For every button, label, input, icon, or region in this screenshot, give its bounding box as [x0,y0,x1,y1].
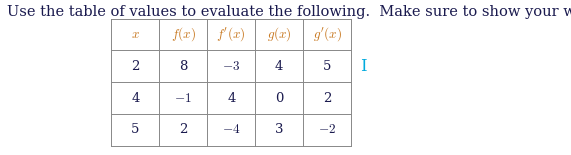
Text: 4: 4 [227,92,235,104]
Text: $g'(x)$: $g'(x)$ [313,26,341,43]
Text: Use the table of values to evaluate the following.  Make sure to show your work: Use the table of values to evaluate the … [7,5,571,19]
Text: I: I [360,58,367,75]
Text: 4: 4 [275,60,283,73]
Text: 8: 8 [179,60,187,73]
Text: 5: 5 [131,123,139,136]
Text: $f'(x)$: $f'(x)$ [216,26,246,43]
Text: 2: 2 [131,60,139,73]
Text: 2: 2 [323,92,331,104]
Text: $-4$: $-4$ [222,123,240,136]
Text: 5: 5 [323,60,331,73]
Text: 3: 3 [275,123,283,136]
Text: 0: 0 [275,92,283,104]
Text: $-1$: $-1$ [174,92,192,104]
Text: $-3$: $-3$ [222,60,240,73]
Text: 2: 2 [179,123,187,136]
Text: $f(x)$: $f(x)$ [171,26,196,43]
Text: 4: 4 [131,92,139,104]
Text: $-2$: $-2$ [318,123,336,136]
Text: $g(x)$: $g(x)$ [267,26,292,43]
Text: $x$: $x$ [131,28,140,41]
